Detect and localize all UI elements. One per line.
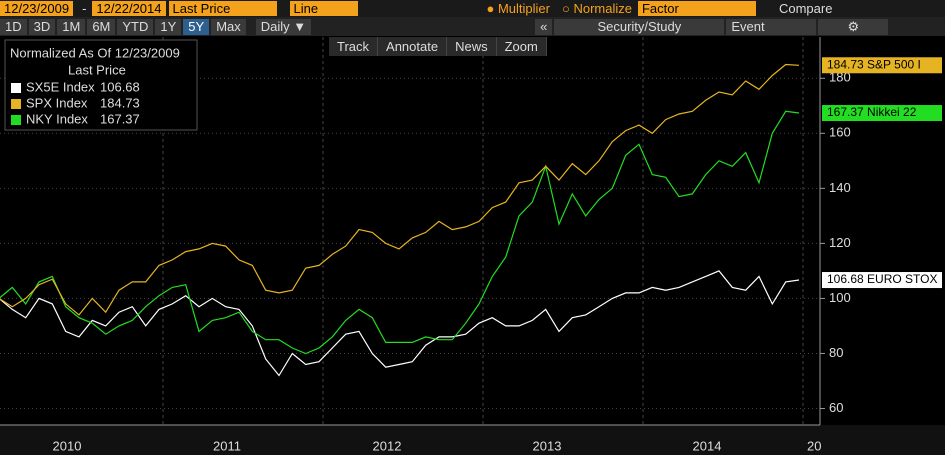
end-date[interactable]: 12/22/2014 [92, 1, 166, 16]
tool-button[interactable]: Zoom [497, 37, 547, 56]
toolbar: Track Annotate News Zoom [329, 37, 547, 56]
y-tick-label: 60 [829, 400, 843, 415]
y-tick-label: 120 [829, 235, 851, 250]
top-bar: 12/23/2009 - 12/22/2014 Last Price Line … [0, 0, 945, 17]
value-tag: 167.37 Nikkei 22 [827, 105, 917, 119]
legend-value: 184.73 [100, 95, 140, 110]
range-button[interactable]: 6M [87, 18, 116, 35]
range-button[interactable]: 1M [57, 18, 86, 35]
range-button[interactable]: YTD [117, 18, 154, 35]
x-tick-label: 2012 [373, 438, 402, 453]
style[interactable]: Line [289, 1, 358, 16]
x-tick-label: 2013 [533, 438, 562, 453]
collapse[interactable]: « [535, 18, 553, 35]
legend-title: Normalized As Of 12/23/2009 [10, 45, 180, 60]
value-tag: 184.73 S&P 500 I [827, 57, 921, 71]
field[interactable]: Last Price [168, 1, 277, 16]
compare[interactable]: Compare [778, 1, 833, 16]
value-tag: 106.68 EURO STOX [827, 272, 938, 286]
x-axis-band [0, 425, 945, 455]
period[interactable]: Daily ▼ [255, 18, 312, 35]
y-tick-label: 100 [829, 290, 851, 305]
value-tag-box [822, 105, 942, 122]
legend-label: SPX Index [26, 95, 88, 110]
year-separators [162, 37, 804, 455]
y-tick-label: 80 [829, 345, 843, 360]
value-tag-box [822, 272, 942, 289]
legend-value: 167.37 [100, 111, 140, 126]
multiplier[interactable]: ● Multiplier [486, 1, 550, 16]
range-buttons: 1D 3D 1M 6M YTD 1Y 5Y Max [0, 18, 248, 35]
x-tick-label: 2011 [213, 438, 241, 453]
tool-button[interactable]: News [447, 37, 497, 56]
legend-swatch [11, 99, 21, 109]
y-tick-label: 180 [829, 70, 851, 85]
x-tick-label: 2010 [53, 438, 82, 453]
legend-box [4, 39, 198, 131]
range-button[interactable]: 5Y [183, 18, 210, 35]
y-tick-label: 140 [829, 180, 851, 195]
x-tick-label: 2014 [693, 438, 722, 453]
dash: - [82, 1, 87, 16]
series-line [0, 63, 800, 316]
value-tag-box [822, 57, 942, 74]
event[interactable]: Event [726, 18, 817, 35]
normalize[interactable]: ○ Normalize [561, 1, 632, 16]
range-button[interactable]: Max [211, 18, 246, 35]
tool-button[interactable]: Track [329, 37, 379, 56]
study[interactable]: Security/Study [554, 18, 725, 35]
legend-label: NKY Index [26, 111, 88, 126]
legend-label: SX5E Index [26, 79, 95, 94]
series-line [0, 270, 800, 377]
range-bar: 1D 3D 1M 6M YTD 1Y 5Y Max Daily ▼ « Security/St… [0, 17, 945, 36]
range-button[interactable]: 3D [28, 18, 56, 35]
settings[interactable]: ⚙ [818, 18, 889, 35]
legend-subtitle: Last Price [68, 62, 126, 77]
x-tick-label: 20 [807, 438, 821, 453]
y-tick-label: 160 [829, 125, 851, 140]
legend-swatch [11, 83, 21, 93]
series-line [0, 110, 800, 355]
legend-swatch [11, 115, 21, 125]
tool-button[interactable]: Annotate [378, 37, 448, 56]
factor[interactable]: Factor [637, 1, 756, 16]
legend-value: 106.68 [100, 79, 140, 94]
range-button[interactable]: 1Y [155, 18, 182, 35]
range-button[interactable]: 1D [0, 18, 27, 35]
start-date[interactable]: 12/23/2009 [0, 1, 74, 16]
